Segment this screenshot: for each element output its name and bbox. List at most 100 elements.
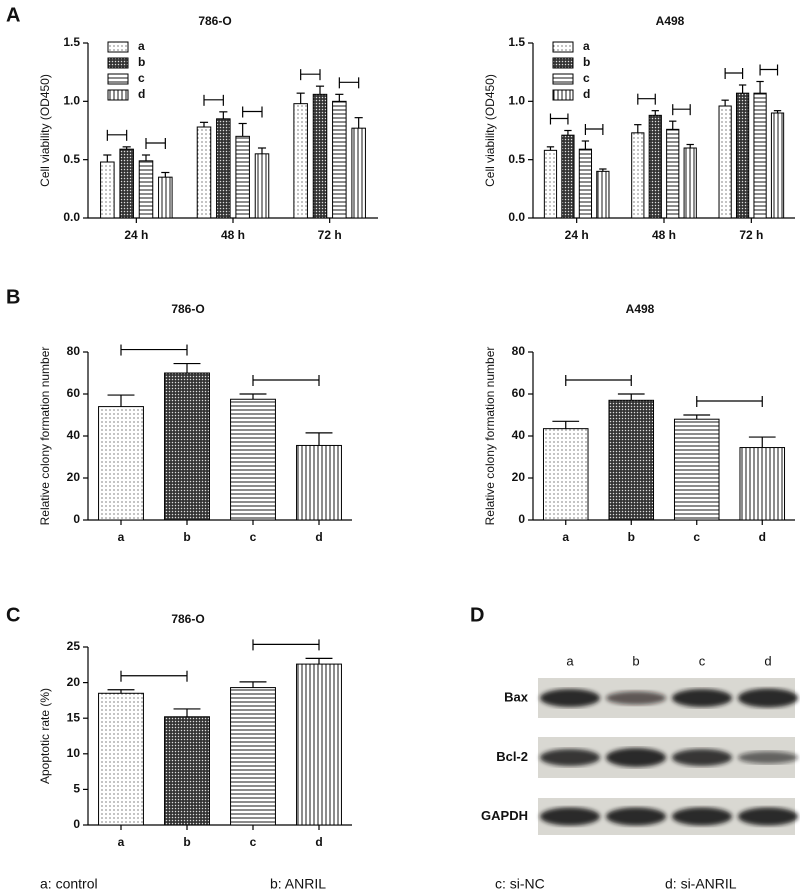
bar (543, 149, 558, 219)
blot-band (738, 751, 798, 764)
legend-swatch (552, 73, 574, 85)
bar (739, 447, 786, 521)
chart-title: A498 (626, 302, 655, 316)
x-tick-label: b (183, 835, 190, 849)
x-tick-label: c (250, 530, 257, 544)
y-tick-label: 20 (67, 675, 81, 689)
blot-band (672, 807, 732, 826)
bar (596, 170, 610, 219)
x-tick-label: a (118, 835, 125, 849)
legend-label: c (138, 71, 145, 85)
y-tick-label: 40 (512, 428, 526, 442)
bar (235, 135, 250, 219)
bar (608, 399, 655, 521)
y-tick-label: 1.0 (508, 94, 525, 108)
legend-note: c: si-NC (495, 876, 545, 892)
blot-band (540, 749, 600, 766)
bar (164, 716, 210, 826)
y-tick-label: 1.5 (508, 35, 525, 49)
x-tick-label: b (183, 530, 190, 544)
x-tick-label: 72 h (318, 228, 342, 242)
x-tick-label: c (250, 835, 257, 849)
legend-swatch (107, 57, 129, 69)
bar (296, 444, 342, 521)
panel-letter: B (6, 286, 20, 308)
legend-label: a (138, 39, 145, 53)
blot-band (606, 807, 666, 826)
panel-letter: C (6, 604, 20, 626)
blot-band (540, 689, 600, 707)
bar (98, 692, 144, 826)
legend-label: b (138, 55, 145, 69)
bar (296, 663, 342, 826)
x-tick-label: c (693, 530, 700, 544)
x-tick-label: 48 h (221, 228, 245, 242)
bar (230, 398, 276, 521)
blot-row-label: Bcl-2 (496, 749, 528, 764)
y-tick-label: 1.5 (63, 35, 80, 49)
legend-note: a: control (40, 876, 98, 892)
bar (138, 160, 154, 219)
legend-note: d: si-ANRIL (665, 876, 737, 892)
y-tick-label: 0.0 (508, 210, 525, 224)
x-tick-label: a (562, 530, 569, 544)
legend-swatch (552, 41, 574, 53)
legend-swatch (107, 89, 129, 101)
bar (753, 92, 767, 219)
legend-swatch (552, 89, 574, 101)
panel-letter: D (470, 604, 484, 626)
bar (683, 147, 697, 219)
legend-note: b: ANRIL (270, 876, 326, 892)
bar (666, 128, 680, 219)
bar (196, 126, 212, 219)
x-tick-label: 72 h (739, 228, 763, 242)
y-tick-label: 60 (512, 386, 526, 400)
bar (332, 100, 347, 219)
chart-title: 786-O (171, 612, 204, 626)
y-tick-label: 10 (67, 746, 81, 760)
blot-band (606, 748, 666, 767)
blot-band (540, 807, 600, 826)
lane-label: c (699, 653, 706, 668)
y-tick-label: 15 (67, 710, 81, 724)
bar (119, 148, 134, 219)
bar (578, 148, 593, 219)
bar (718, 105, 732, 219)
x-tick-label: d (315, 835, 322, 849)
panel-letter: A (6, 4, 20, 26)
legend-swatch (107, 73, 129, 85)
legend-label: a (583, 39, 590, 53)
blot-band (738, 688, 798, 708)
lane-label: a (566, 653, 574, 668)
y-axis-label: Cell viability (OD450) (483, 74, 497, 187)
x-tick-label: 24 h (124, 228, 148, 242)
legend-label: d (138, 87, 145, 101)
blot-row-label: Bax (504, 689, 529, 704)
blot-band (738, 807, 798, 826)
lane-label: b (632, 653, 639, 668)
legend-label: b (583, 55, 590, 69)
bar (770, 112, 785, 219)
y-tick-label: 0 (73, 817, 80, 831)
chart-title: 786-O (198, 14, 231, 28)
bar (735, 92, 750, 219)
bar (98, 406, 144, 521)
blot-band (672, 689, 732, 707)
x-tick-label: a (118, 530, 125, 544)
x-tick-label: d (315, 530, 322, 544)
legend-swatch (552, 57, 574, 69)
y-tick-label: 20 (67, 470, 81, 484)
legend-swatch (107, 41, 129, 53)
x-tick-label: 48 h (652, 228, 676, 242)
y-tick-label: 80 (67, 344, 81, 358)
bar (561, 134, 575, 219)
bar (230, 687, 276, 826)
y-tick-label: 1.0 (63, 94, 80, 108)
x-tick-label: 24 h (565, 228, 589, 242)
y-tick-label: 0.5 (63, 152, 80, 166)
bar (351, 127, 366, 219)
y-tick-label: 0.5 (508, 152, 525, 166)
y-tick-label: 20 (512, 470, 526, 484)
y-tick-label: 40 (67, 428, 81, 442)
